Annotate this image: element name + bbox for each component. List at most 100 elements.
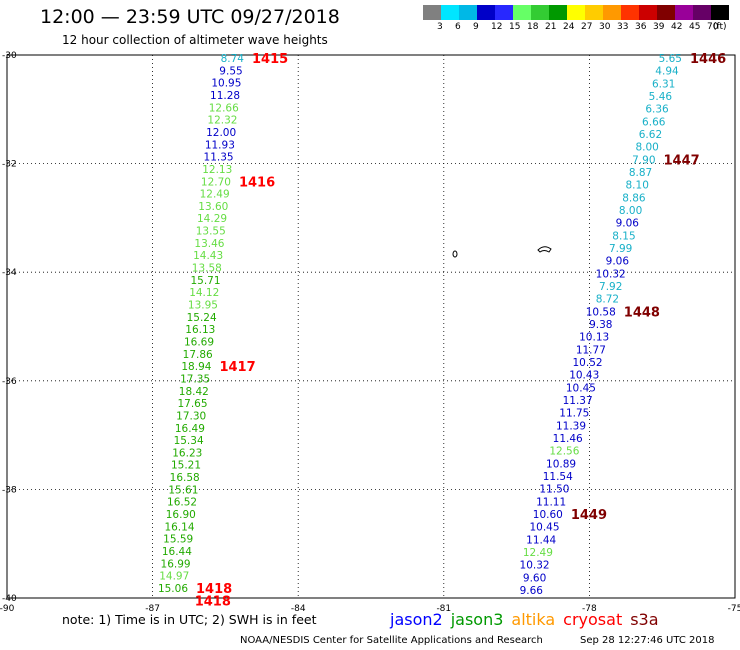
wave-height-value: 18.94 [181, 361, 211, 373]
wave-height-value: 11.35 [204, 152, 234, 164]
color-scale-label: 30 [599, 22, 611, 32]
wave-height-value: 17.35 [180, 373, 210, 385]
color-scale-label: 70 [707, 22, 719, 32]
wave-height-value: 12.70 [201, 176, 231, 188]
wave-height-value: 16.44 [162, 546, 192, 558]
color-swatch [621, 5, 639, 20]
wave-height-value: 16.58 [170, 472, 200, 484]
color-scale-label: 24 [563, 22, 575, 32]
color-swatch [639, 5, 657, 20]
orbit-number: 1447 [664, 153, 700, 168]
wave-height-value: 12.13 [202, 164, 232, 176]
wave-height-value: 12.49 [523, 547, 553, 559]
wave-height-value: 10.52 [573, 357, 603, 369]
color-scale-label: 42 [671, 22, 683, 32]
color-scale-unit: (ft) [713, 22, 727, 32]
wave-height-value: 12.32 [207, 115, 237, 127]
color-scale-bar [423, 5, 729, 20]
orbit-number: 1415 [252, 52, 288, 67]
wave-height-value: 4.94 [655, 66, 679, 78]
wave-height-value: 16.52 [167, 497, 197, 509]
orbit-number: 1417 [219, 360, 255, 375]
footer-timestamp: Sep 28 12:27:46 UTC 2018 [580, 635, 715, 646]
latitude-label: -32 [2, 160, 17, 170]
wave-height-value: 9.66 [520, 585, 544, 597]
footer-credit: NOAA/NESDIS Center for Satellite Applica… [240, 635, 543, 646]
color-scale-label: 21 [545, 22, 557, 32]
orbit-number: 1449 [571, 508, 607, 523]
color-scale-label: 15 [509, 22, 521, 32]
wave-height-value: 15.24 [187, 312, 217, 324]
wave-height-value: 15.06 [158, 583, 188, 595]
wave-height-value: 13.55 [196, 226, 226, 238]
wave-height-value: 10.32 [520, 560, 550, 572]
wave-height-value: 12.00 [206, 127, 236, 139]
wave-height-value: 17.30 [176, 410, 206, 422]
wave-height-value: 11.37 [563, 395, 593, 407]
latitude-label: -36 [2, 377, 17, 387]
color-swatch [567, 5, 585, 20]
longitude-label: -75 [728, 604, 740, 614]
wave-height-value: 15.61 [168, 484, 198, 496]
wave-height-value: 10.13 [579, 332, 609, 344]
wave-height-value: 16.99 [161, 558, 191, 570]
wave-height-value: 15.59 [163, 534, 193, 546]
wave-height-value: 8.00 [635, 142, 658, 154]
longitude-label: -78 [582, 604, 597, 614]
wave-height-value: 11.11 [536, 496, 566, 508]
wave-height-value: 11.28 [210, 90, 240, 102]
wave-height-value: 7.92 [599, 281, 622, 293]
color-swatch [693, 5, 711, 20]
color-scale-label: 6 [455, 22, 461, 32]
color-swatch [585, 5, 603, 20]
color-scale-label: 27 [581, 22, 593, 32]
color-scale-label: 18 [527, 22, 539, 32]
wave-height-value: 16.13 [185, 324, 215, 336]
satellite-legend-item: cryosat [563, 610, 623, 629]
color-swatch [549, 5, 567, 20]
wave-height-value: 8.10 [626, 180, 649, 192]
wave-height-value: 14.97 [159, 571, 189, 583]
wave-height-value: 11.93 [205, 139, 235, 151]
wave-height-value: 10.45 [529, 522, 559, 534]
wave-height-value: 13.58 [192, 263, 222, 275]
footer-note: note: 1) Time is in UTC; 2) SWH is in fe… [62, 612, 317, 627]
wave-height-value: 5.65 [659, 53, 682, 65]
orbit-number: 1446 [690, 52, 726, 67]
wave-height-value: 14.12 [189, 287, 219, 299]
wave-height-value: 8.74 [221, 53, 245, 65]
color-swatch [657, 5, 675, 20]
wave-height-value: 12.49 [200, 189, 230, 201]
longitude-label: -81 [436, 604, 451, 614]
color-scale-label: 36 [635, 22, 647, 32]
wave-height-value: 8.86 [622, 192, 646, 204]
wave-height-value: 15.21 [171, 460, 201, 472]
wave-height-value: 17.65 [177, 398, 207, 410]
color-scale-label: 9 [473, 22, 479, 32]
wave-height-value: 6.62 [639, 129, 662, 141]
satellite-legend-item: altika [511, 610, 556, 629]
wave-height-value: 8.87 [629, 167, 652, 179]
wave-height-value: 14.43 [193, 250, 223, 262]
wave-height-value: 9.60 [523, 572, 546, 584]
wave-height-value: 13.60 [198, 201, 228, 213]
wave-height-value: 11.44 [526, 534, 556, 546]
satellite-legend-item: jason2 [390, 610, 443, 629]
wave-height-value: 11.75 [559, 408, 589, 420]
color-swatch [477, 5, 495, 20]
color-swatch [423, 5, 441, 20]
latitude-label: -30 [2, 51, 17, 61]
wave-height-value: 10.43 [569, 370, 599, 382]
orbit-number: 1448 [624, 305, 660, 320]
wave-height-value: 11.39 [556, 420, 586, 432]
wave-height-value: 9.06 [616, 218, 640, 230]
wave-height-value: 9.55 [219, 65, 242, 77]
orbit-number: 1418 [196, 582, 232, 597]
wave-height-value: 8.15 [612, 230, 635, 242]
wave-height-value: 11.50 [539, 484, 569, 496]
longitude-label: -84 [291, 604, 306, 614]
wave-height-value: 6.36 [645, 104, 669, 116]
island-outline [537, 246, 552, 253]
wave-height-value: 8.72 [596, 294, 619, 306]
